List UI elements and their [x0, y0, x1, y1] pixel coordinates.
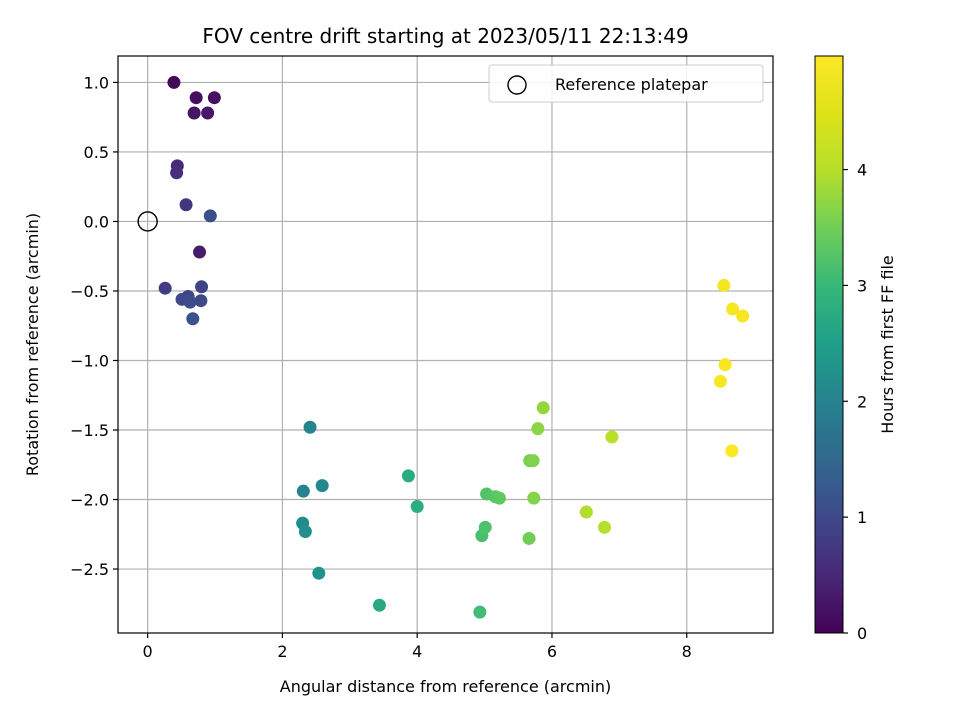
- data-point: [579, 505, 593, 519]
- data-point: [401, 469, 415, 483]
- data-point: [717, 278, 731, 292]
- x-tick-label: 4: [412, 642, 422, 661]
- data-point: [713, 374, 727, 388]
- data-point: [194, 294, 208, 308]
- y-tick-label: 0.0: [84, 212, 109, 231]
- colorbar-label: Hours from first FF file: [878, 255, 897, 434]
- colorbar-gradient: [814, 55, 844, 634]
- plot-frame: [117, 55, 774, 634]
- data-point: [736, 309, 750, 323]
- grid: [118, 56, 773, 633]
- y-tick-label: 1.0: [84, 73, 109, 92]
- data-point: [167, 75, 181, 89]
- data-point: [725, 444, 739, 458]
- data-point: [372, 598, 386, 612]
- x-tick-label: 8: [682, 642, 692, 661]
- data-point: [718, 358, 732, 372]
- colorbar-ticks: 0 1 2 3 4: [843, 161, 867, 643]
- data-point: [179, 198, 193, 212]
- data-point: [526, 454, 540, 468]
- data-point: [195, 280, 209, 294]
- y-tick-label: −0.5: [70, 282, 109, 301]
- data-points: [158, 75, 750, 619]
- data-point: [531, 422, 545, 436]
- x-axis-label: Angular distance from reference (arcmin): [280, 677, 611, 696]
- x-tick-label: 2: [277, 642, 287, 661]
- data-point: [726, 302, 740, 316]
- colorbar-tick-label: 4: [857, 161, 867, 180]
- colorbar-tick-label: 2: [857, 392, 867, 411]
- data-point: [315, 479, 329, 493]
- y-axis-label: Rotation from reference (arcmin): [23, 213, 42, 476]
- legend-open-circle-marker: [507, 75, 527, 95]
- data-point: [492, 491, 506, 505]
- y-tick-label: −2.5: [70, 560, 109, 579]
- colorbar-tick-label: 1: [857, 508, 867, 527]
- y-tick-label: 0.5: [84, 143, 109, 162]
- x-axis-ticks: 0 2 4 6 8: [143, 633, 692, 661]
- data-point: [478, 520, 492, 534]
- legend-label: Reference platepar: [555, 75, 708, 94]
- data-point: [605, 430, 619, 444]
- colorbar: 0 1 2 3 4 Hours from first FF file: [814, 55, 897, 643]
- data-point: [207, 91, 221, 105]
- x-tick-label: 6: [547, 642, 557, 661]
- y-tick-label: −1.0: [70, 351, 109, 370]
- data-point: [203, 209, 217, 223]
- data-point: [170, 166, 184, 180]
- data-point: [410, 499, 424, 513]
- x-tick-label: 0: [143, 642, 153, 661]
- y-tick-label: −2.0: [70, 491, 109, 510]
- data-point: [183, 295, 197, 309]
- chart-title: FOV centre drift starting at 2023/05/11 …: [202, 24, 688, 48]
- data-point: [527, 491, 541, 505]
- data-point: [187, 106, 201, 120]
- y-tick-label: −1.5: [70, 421, 109, 440]
- reference-marker-layer: [137, 211, 158, 232]
- data-point: [296, 484, 310, 498]
- data-point: [158, 281, 172, 295]
- data-point: [312, 566, 326, 580]
- data-point: [522, 531, 536, 545]
- legend: Reference platepar: [488, 64, 764, 103]
- data-point: [536, 401, 550, 415]
- data-point: [298, 525, 312, 539]
- data-point: [303, 420, 317, 434]
- data-point: [598, 520, 612, 534]
- data-point: [473, 605, 487, 619]
- data-point: [189, 91, 203, 105]
- data-point: [193, 245, 207, 259]
- reference-platepar-marker: [137, 211, 158, 232]
- data-point: [201, 106, 215, 120]
- data-point: [186, 312, 200, 326]
- legend-box: [488, 64, 764, 103]
- colorbar-tick-label: 3: [857, 276, 867, 295]
- colorbar-tick-label: 0: [857, 624, 867, 643]
- y-axis-ticks: 1.0 0.5 0.0 −0.5 −1.0 −1.5 −2.0 −2.5: [70, 73, 118, 579]
